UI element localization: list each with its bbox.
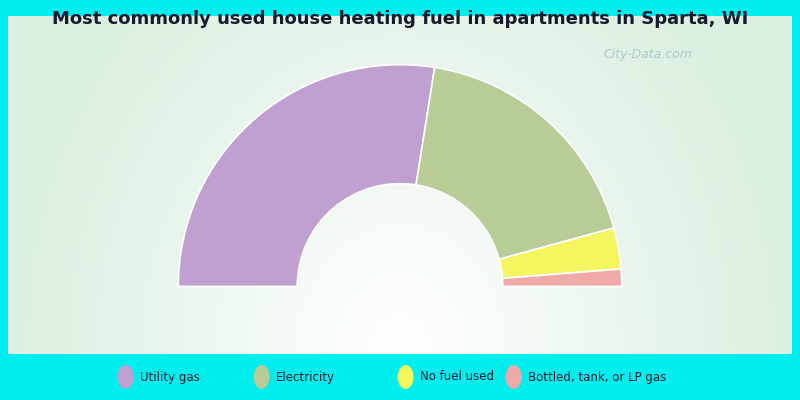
Text: No fuel used: No fuel used [420, 370, 494, 384]
Wedge shape [502, 269, 622, 286]
Wedge shape [499, 228, 621, 278]
Ellipse shape [506, 365, 522, 389]
Text: Electricity: Electricity [276, 370, 335, 384]
Ellipse shape [398, 365, 414, 389]
Text: City-Data.com: City-Data.com [603, 48, 692, 62]
Ellipse shape [254, 365, 270, 389]
Wedge shape [178, 65, 434, 286]
Text: Utility gas: Utility gas [140, 370, 200, 384]
Wedge shape [416, 68, 614, 259]
Text: Bottled, tank, or LP gas: Bottled, tank, or LP gas [528, 370, 666, 384]
Text: Most commonly used house heating fuel in apartments in Sparta, WI: Most commonly used house heating fuel in… [52, 10, 748, 28]
Ellipse shape [118, 365, 134, 389]
